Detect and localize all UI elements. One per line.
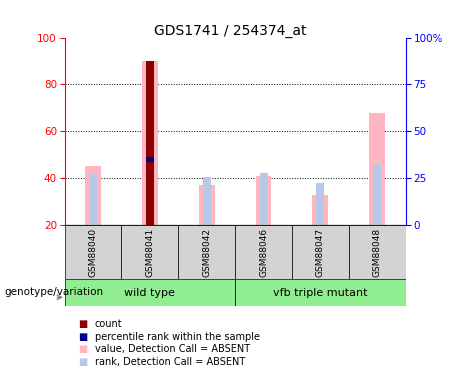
- Text: ■: ■: [78, 332, 88, 342]
- Bar: [178, 225, 235, 279]
- Bar: [65, 225, 121, 279]
- Bar: [292, 225, 349, 279]
- Text: ■: ■: [78, 357, 88, 366]
- Bar: [369, 112, 385, 225]
- Text: value, Detection Call = ABSENT: value, Detection Call = ABSENT: [95, 344, 249, 354]
- Text: GSM88041: GSM88041: [145, 228, 154, 277]
- Bar: [146, 61, 154, 225]
- Text: GSM88047: GSM88047: [316, 228, 325, 277]
- Bar: [349, 225, 406, 279]
- Text: ■: ■: [78, 344, 88, 354]
- Text: wild type: wild type: [124, 288, 175, 297]
- Bar: [316, 183, 325, 225]
- Bar: [142, 61, 158, 225]
- Bar: [313, 195, 328, 225]
- Text: percentile rank within the sample: percentile rank within the sample: [95, 332, 260, 342]
- Bar: [146, 157, 154, 162]
- Bar: [85, 166, 101, 225]
- Bar: [255, 176, 272, 225]
- Bar: [65, 279, 235, 306]
- Text: count: count: [95, 320, 122, 329]
- Text: GSM88040: GSM88040: [89, 228, 97, 277]
- Bar: [146, 159, 154, 225]
- Text: GSM88048: GSM88048: [373, 228, 382, 277]
- Bar: [89, 173, 97, 225]
- Text: genotype/variation: genotype/variation: [5, 287, 104, 297]
- Bar: [235, 279, 406, 306]
- Text: ■: ■: [78, 320, 88, 329]
- Bar: [373, 164, 381, 225]
- Text: GSM88046: GSM88046: [259, 228, 268, 277]
- Text: vfb triple mutant: vfb triple mutant: [273, 288, 367, 297]
- Text: GSM88042: GSM88042: [202, 228, 211, 277]
- Bar: [260, 173, 267, 225]
- Bar: [121, 225, 178, 279]
- Text: GDS1741 / 254374_at: GDS1741 / 254374_at: [154, 24, 307, 38]
- Bar: [235, 225, 292, 279]
- Text: rank, Detection Call = ABSENT: rank, Detection Call = ABSENT: [95, 357, 245, 366]
- Bar: [203, 177, 211, 225]
- Bar: [199, 185, 215, 225]
